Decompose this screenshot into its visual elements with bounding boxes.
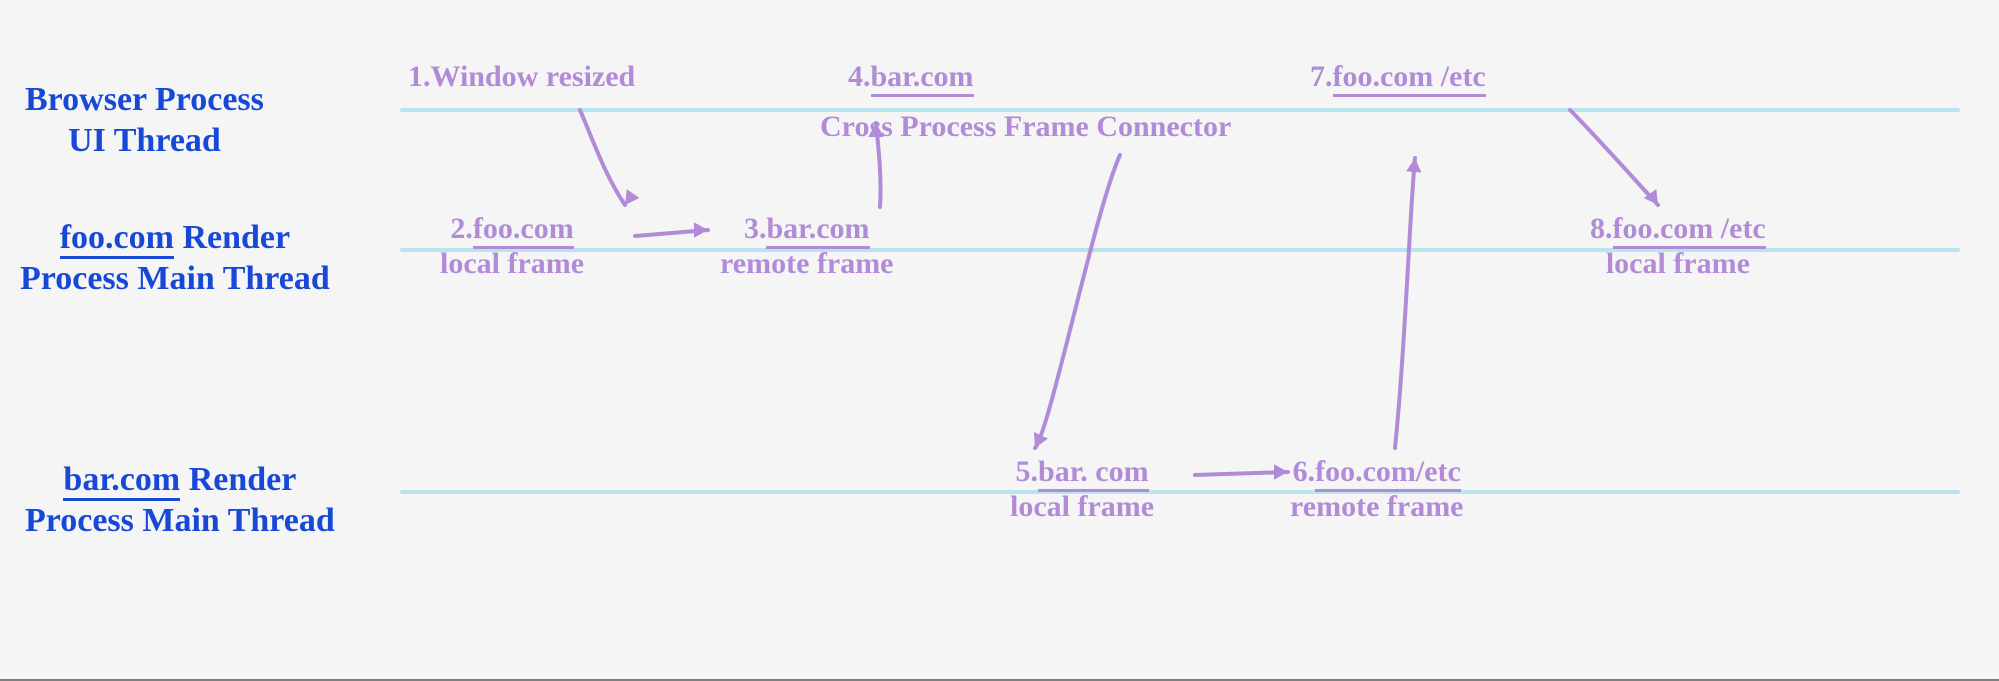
arrow-a12 bbox=[560, 105, 650, 215]
step-s3: 3.bar.comremote frame bbox=[720, 212, 894, 281]
lane-label: Browser ProcessUI Thread bbox=[25, 80, 264, 162]
arrow-a67 bbox=[1380, 150, 1440, 455]
lane-label: bar.com RenderProcess Main Thread bbox=[25, 460, 335, 542]
connector-caption: Cross Process Frame Connector bbox=[820, 110, 1231, 144]
arrow-a78 bbox=[1560, 105, 1670, 215]
lane-line bbox=[400, 490, 1960, 494]
step-s1: 1.Window resized bbox=[408, 60, 635, 95]
step-s8: 8.foo.com /etclocal frame bbox=[1590, 212, 1766, 281]
arrow-a45 bbox=[1010, 150, 1140, 455]
lane-label: foo.com RenderProcess Main Thread bbox=[20, 218, 330, 300]
step-s6: 6.foo.com/etcremote frame bbox=[1290, 455, 1464, 524]
step-s2: 2.foo.comlocal frame bbox=[440, 212, 584, 281]
step-s7: 7.foo.com /etc bbox=[1310, 60, 1486, 95]
step-s4: 4.bar.com bbox=[848, 60, 974, 95]
step-s5: 5.bar. comlocal frame bbox=[1010, 455, 1154, 524]
arrow-a56 bbox=[1190, 460, 1300, 490]
arrow-a23 bbox=[630, 218, 720, 248]
